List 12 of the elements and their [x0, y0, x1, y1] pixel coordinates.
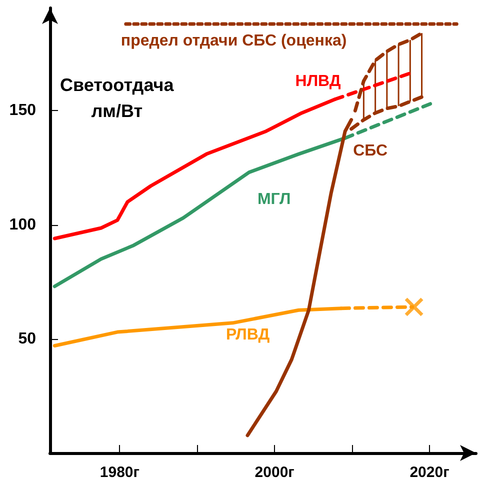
series-label: МГЛ: [257, 190, 291, 208]
y-axis-title: Светоотдача лм/Вт: [60, 75, 175, 121]
series-label: НЛВД: [295, 72, 342, 90]
y-tick-label: 150: [9, 102, 36, 120]
series-label: предел отдачи СБС (оценка): [120, 32, 347, 50]
y-tick-label: 50: [18, 330, 36, 348]
y-tick-label: 100: [9, 216, 36, 234]
x-tick-label: 2020г: [410, 464, 450, 481]
x-tick-label: 2000г: [254, 464, 294, 481]
series-label: РЛВД: [226, 326, 270, 344]
x-tick-label: 1980г: [100, 464, 140, 481]
series-label: СБС: [353, 142, 388, 160]
